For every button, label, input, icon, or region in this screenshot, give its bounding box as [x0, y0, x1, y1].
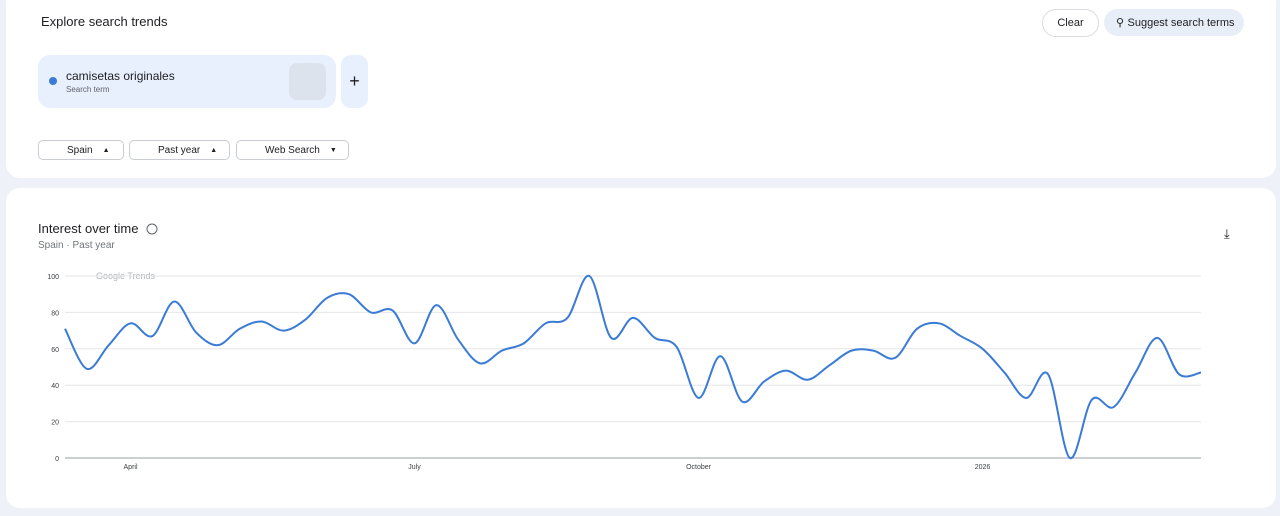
info-icon[interactable]	[146, 223, 158, 235]
chart-card	[6, 188, 1276, 508]
page-title: Explore search trends	[41, 14, 168, 29]
trend-line	[64, 275, 1202, 460]
download-icon[interactable]: ⤓	[1224, 226, 1230, 241]
clear-button[interactable]: Clear	[1042, 9, 1099, 37]
filter-text: Past year	[158, 144, 201, 156]
x-tick-label: October	[686, 464, 712, 471]
x-tick-label: July	[408, 464, 421, 471]
y-tick-label: 40	[51, 383, 59, 390]
filter-location[interactable]: Spain ▲	[38, 140, 124, 160]
term-chip[interactable]	[38, 55, 336, 108]
chart-subtitle: Spain · Past year	[38, 240, 115, 251]
y-tick-label: 20	[51, 420, 59, 427]
y-tick-label: 60	[51, 347, 59, 354]
x-tick-label: 2026	[975, 464, 991, 471]
compare-icon[interactable]	[289, 63, 326, 100]
y-tick-label: 0	[55, 456, 59, 463]
x-tick-label: April	[124, 464, 138, 471]
chart-title: Interest over time	[38, 221, 138, 236]
term-kind: Search term	[66, 85, 110, 94]
filter-text: Web Search	[265, 144, 320, 156]
y-tick-label: 80	[51, 310, 59, 317]
suggest-icon: ⚲	[1116, 17, 1125, 29]
filter-property[interactable]: Web Search ▼	[236, 140, 349, 160]
add-term[interactable]: +	[341, 55, 368, 108]
filter-time[interactable]: Past year ▲	[129, 140, 230, 160]
term-dot	[49, 77, 57, 85]
suggest-button[interactable]: Suggest search terms	[1104, 9, 1244, 36]
filter-text: Spain	[67, 144, 93, 156]
y-tick-label: 100	[47, 274, 59, 281]
term-name: camisetas originales	[66, 69, 175, 83]
